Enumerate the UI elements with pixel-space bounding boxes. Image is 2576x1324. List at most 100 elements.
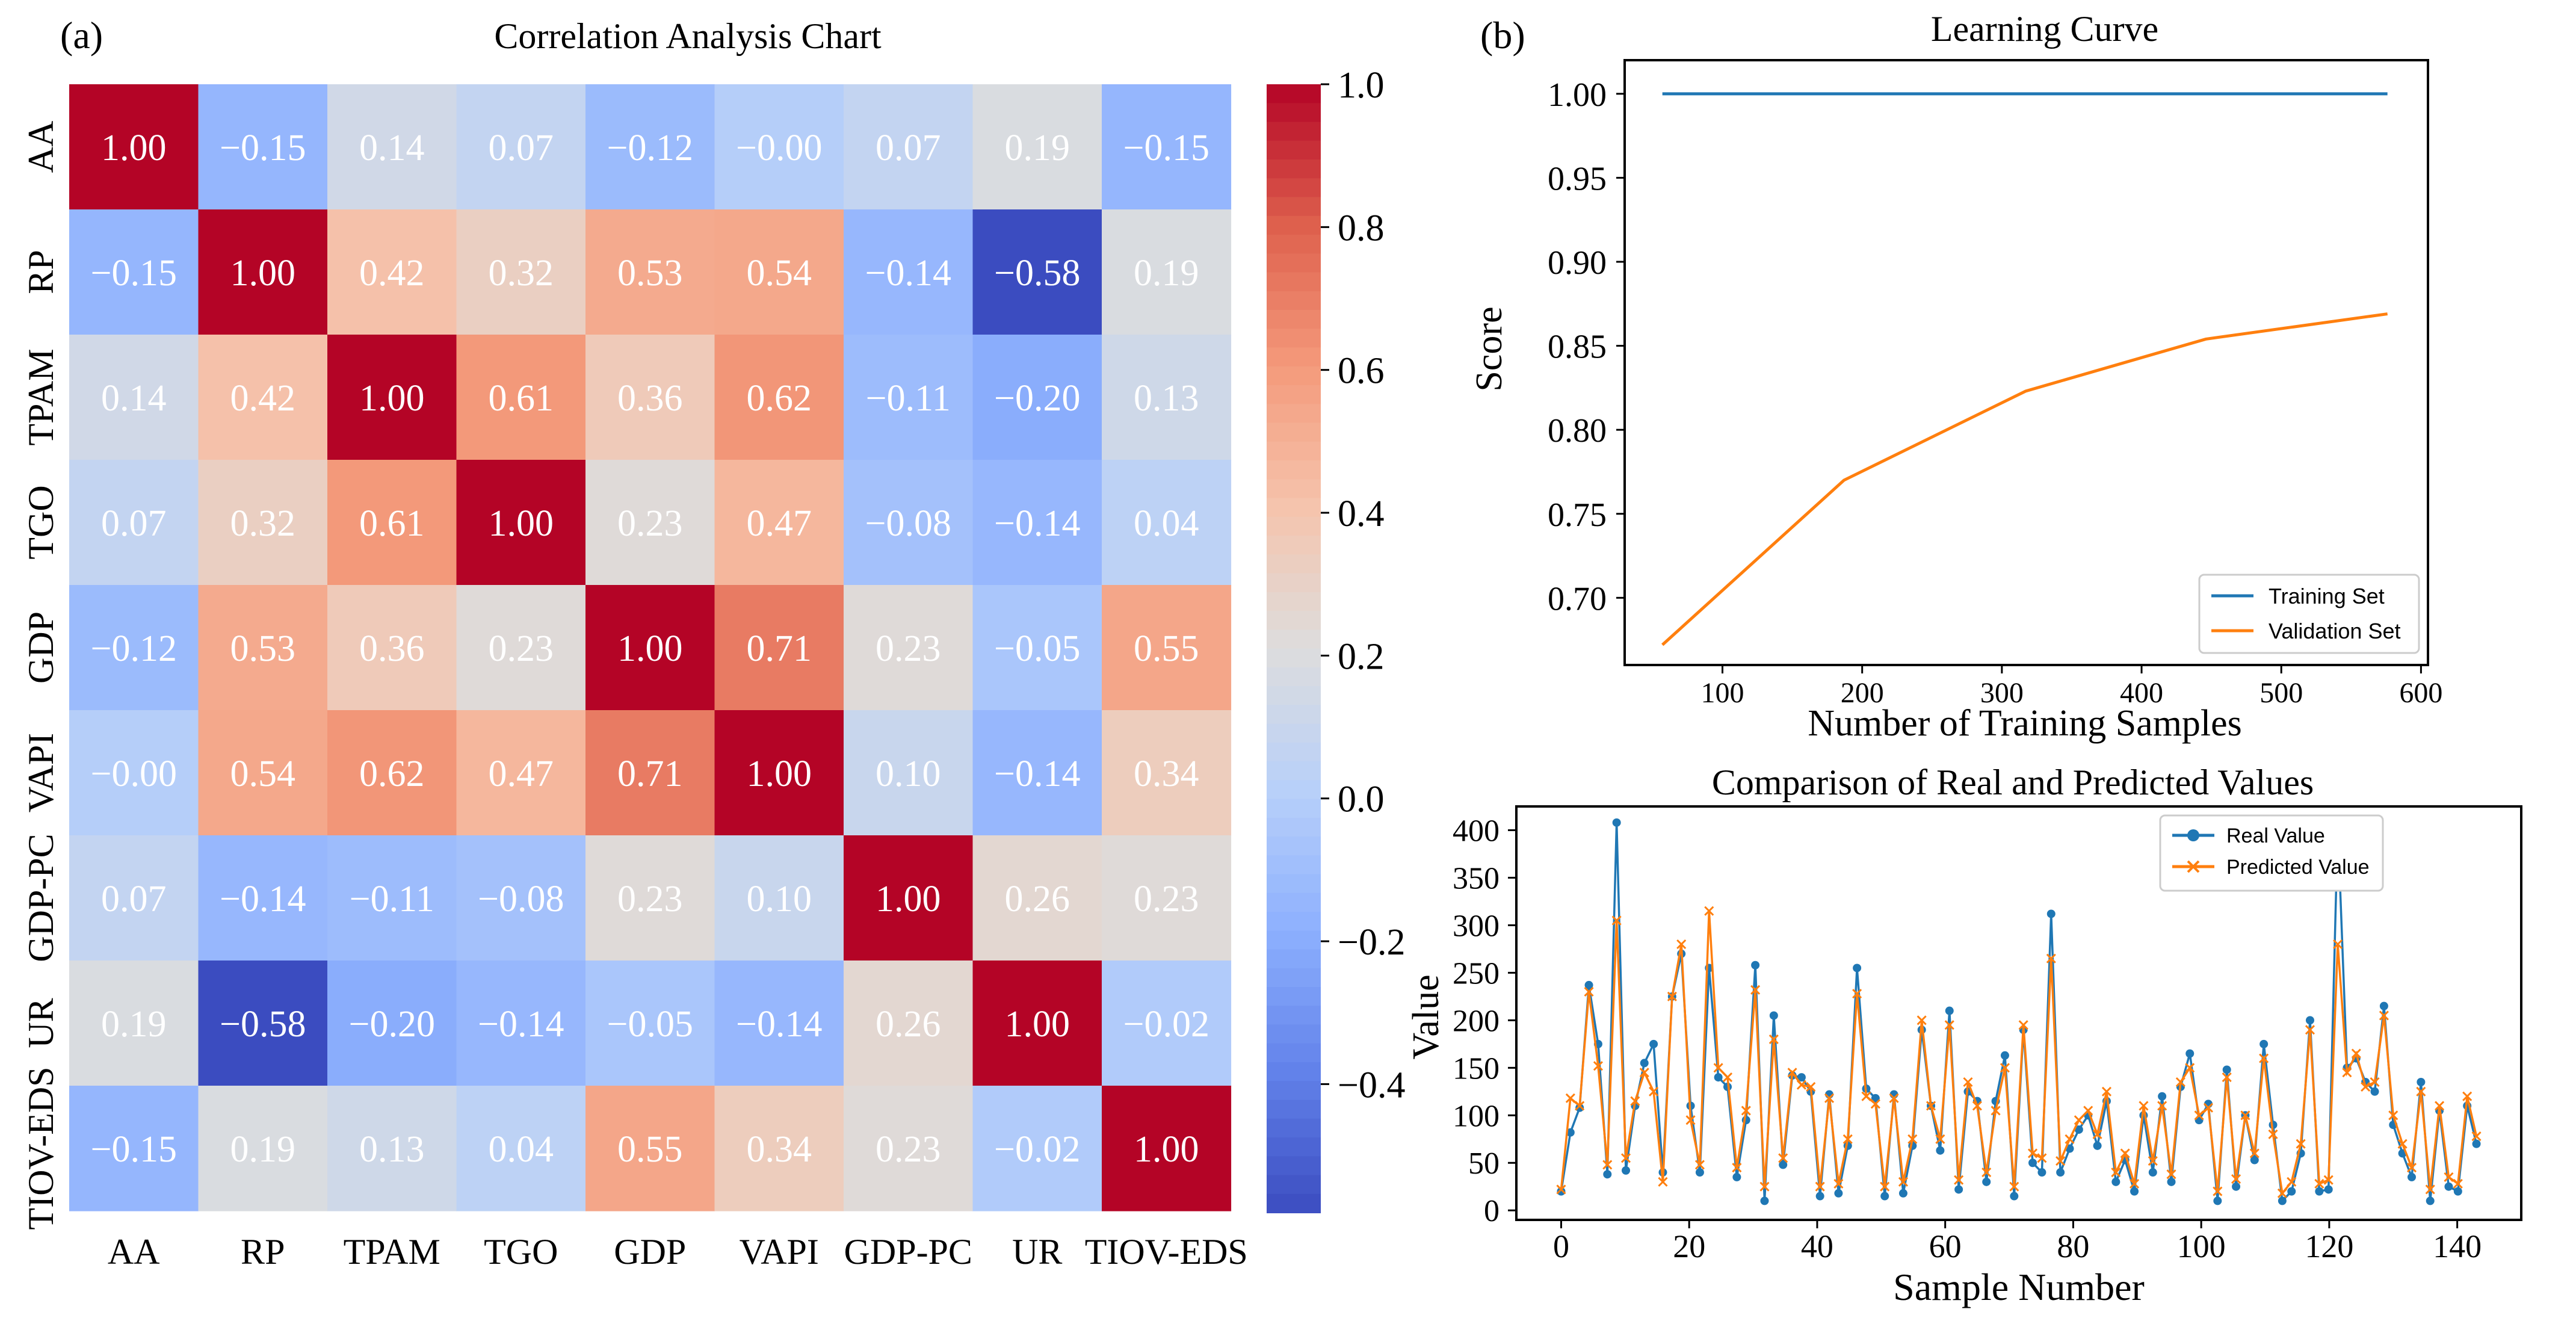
heatmap-cell-label: −0.15 [1123,128,1209,169]
panel-b-label: (b) [1480,14,1525,57]
learning-curve-legend-box [2198,574,2420,654]
predicted-value-point [1815,1181,1825,1192]
legend-training-label: Training Set [2269,584,2385,608]
colorbar-segment [1267,366,1321,386]
heatmap-cell-label: 0.54 [230,753,296,794]
heatmap-cell [844,835,974,961]
predicted-value-point [2379,1010,2389,1021]
heatmap-cell [456,1086,586,1211]
heatmap-cell [69,585,199,711]
heatmap-cell [1102,335,1232,460]
real-value-point [2259,1039,2269,1048]
predicted-value-point [1787,1068,1797,1078]
real-value-point [2324,1185,2333,1194]
learning-curve-y-tick-label: 0.75 [1548,496,1607,534]
heatmap-cell [198,209,328,335]
heatmap-cell [972,961,1102,1086]
real-value-point [2130,1187,2139,1196]
heatmap-row-label: TIOV-EDS [21,1066,61,1230]
heatmap-cell [69,460,199,586]
predicted-value-point [2056,1156,2066,1166]
heatmap-cell-label: −0.12 [607,128,693,169]
heatmap-cell-label: 0.47 [747,503,812,544]
colorbar-segment [1267,837,1321,856]
predicted-value-point [1658,1177,1668,1187]
colorbar-segment [1267,460,1321,480]
learning-curve-y-tick-label: 0.90 [1548,244,1607,282]
real-value-point [2222,1065,2231,1074]
predicted-value-point [2259,1053,2269,1063]
heatmap-cell [456,460,586,586]
colorbar-segment [1267,347,1321,367]
colorbar-segment [1267,215,1321,235]
heatmap-cell [456,585,586,711]
heatmap-cell [69,1086,199,1211]
heatmap-cell-label: 0.14 [359,128,425,169]
heatmap-cell-label: 0.34 [747,1129,812,1170]
heatmap-cell-label: −0.02 [1123,1004,1209,1045]
predicted-value-point [2342,1068,2352,1078]
legend-real-label: Real Value [2226,824,2325,847]
comparison-y-tick-label: 150 [1453,1051,1500,1086]
colorbar-segment [1267,516,1321,536]
heatmap-cell-label: −0.14 [994,503,1080,544]
heatmap-cell [844,1086,974,1211]
real-value-point [1751,961,1760,970]
predicted-value-point [2083,1106,2093,1116]
heatmap-cell-label: 0.19 [1134,253,1199,294]
colorbar-segment [1267,329,1321,348]
real-value-point [1640,1059,1649,1068]
predicted-value-point [2000,1063,2010,1073]
colorbar-segment [1267,1156,1321,1176]
heatmap-cell-label: 0.26 [876,1004,941,1045]
heatmap-cell-label: 0.36 [359,628,425,669]
predicted-value-point [1852,989,1862,999]
predicted-value-point [1593,1061,1603,1071]
real-value-point [1557,1187,1566,1196]
heatmap-cell [714,335,844,460]
colorbar-segment [1267,310,1321,330]
predicted-value-point [2453,1178,2463,1189]
predicted-value-point [1889,1093,1899,1103]
colorbar-segment [1267,404,1321,424]
real-value-point [2010,1192,2019,1201]
real-value-point [1797,1073,1806,1082]
heatmap-cell [327,84,457,210]
colorbar-tick-label: 0.2 [1338,636,1385,677]
real-value-point [1612,818,1621,827]
predicted-value-point [1870,1099,1880,1109]
heatmap-cell [456,84,586,210]
heatmap-cell [327,835,457,961]
heatmap-cell [844,84,974,210]
heatmap-cell-label: 0.36 [617,378,683,419]
predicted-value-point [2471,1131,2482,1142]
colorbar-segment [1267,253,1321,273]
heatmap-cells [69,84,1232,1211]
colorbar-segment [1267,103,1321,123]
comparison-ticks: 0 20 40 60 80 100 120 140 0 50 100 150 200 250 300 350 4… [1453,814,2482,1264]
real-value-point [1853,964,1862,973]
predicted-value-point [2139,1101,2149,1111]
heatmap-cell-label: 0.62 [747,378,812,419]
heatmap-cell [69,84,199,210]
colorbar-segment [1267,122,1321,141]
heatmap-cell-label: 0.54 [747,253,812,294]
heatmap-cell [585,460,715,586]
comparison-y-tick-label: 100 [1453,1099,1500,1133]
heatmap-cell [69,335,199,460]
heatmap-cell-label: −0.08 [478,879,564,920]
comparison-panel: Comparison of Real and Predicted Values … [1406,763,2522,1308]
heatmap-cell-label: 1.00 [876,879,941,920]
heatmap-cell-label: −0.14 [478,1004,564,1045]
real-value-point [1760,1196,1769,1205]
predicted-value-point [1611,915,1622,926]
predicted-value-point [2101,1086,2112,1097]
comparison-y-tick-label: 400 [1453,814,1500,848]
heatmap-cell [972,335,1102,460]
predicted-value-point [1898,1177,1909,1187]
colorbar-segment [1267,930,1321,950]
colorbar-segment [1267,892,1321,912]
heatmap-cell [456,835,586,961]
predicted-value-point [2018,1020,2028,1030]
learning-curve-ticks: 100 200 300 400 500 600 0.70 0.75 0.80 0.85 0.90 0.… [1548,76,2442,709]
